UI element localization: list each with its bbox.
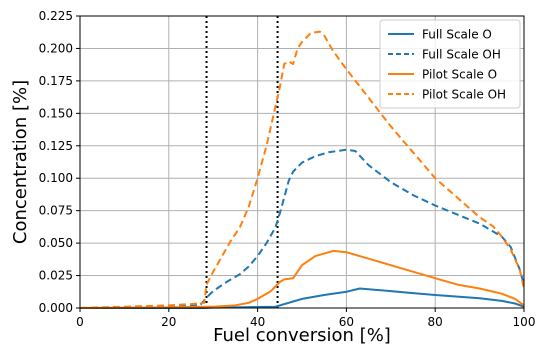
- y-tick-label: 0.150: [39, 106, 73, 120]
- legend: Full Scale O Full Scale OH Pilot Scale O Pi…: [379, 19, 521, 109]
- series-line: [80, 287, 525, 309]
- legend-label: Full Scale O: [422, 28, 492, 42]
- y-tick-label: 0.225: [39, 9, 73, 23]
- legend-label: Pilot Scale OH: [422, 88, 506, 102]
- x-tick-label: 20: [161, 315, 176, 329]
- y-tick-label: 0.000: [39, 301, 73, 315]
- x-tick-label: 0: [76, 315, 84, 329]
- y-tick-label: 0.175: [39, 74, 73, 88]
- y-tick-label: 0.125: [39, 139, 73, 153]
- x-tick-label: 40: [250, 315, 265, 329]
- y-tick-label: 0.200: [39, 41, 73, 55]
- x-tick-label: 60: [339, 315, 354, 329]
- x-axis-ticks: 0 20 40 60 80 100: [76, 308, 535, 329]
- x-tick-label: 100: [513, 315, 536, 329]
- legend-label: Pilot Scale O: [422, 68, 497, 82]
- x-tick-label: 80: [428, 315, 443, 329]
- series-lines: [79, 30, 525, 309]
- reference-vlines: [205, 16, 279, 308]
- plot-frame: [79, 15, 525, 309]
- y-tick-label: 0.025: [39, 269, 73, 283]
- series-line: [79, 249, 525, 309]
- y-axis-label: Concentration [%]: [10, 80, 31, 244]
- legend-box: [379, 19, 521, 109]
- y-tick-label: 0.075: [39, 204, 73, 218]
- legend-label: Full Scale OH: [422, 48, 501, 62]
- x-axis-label: Fuel conversion [%]: [213, 325, 391, 346]
- y-axis-ticks: 0.000 0.025 0.050 0.075 0.100 0.125 0.150 0.175…: [39, 9, 80, 315]
- series-line: [79, 30, 525, 309]
- y-tick-label: 0.050: [39, 236, 73, 250]
- y-tick-label: 0.100: [39, 171, 73, 185]
